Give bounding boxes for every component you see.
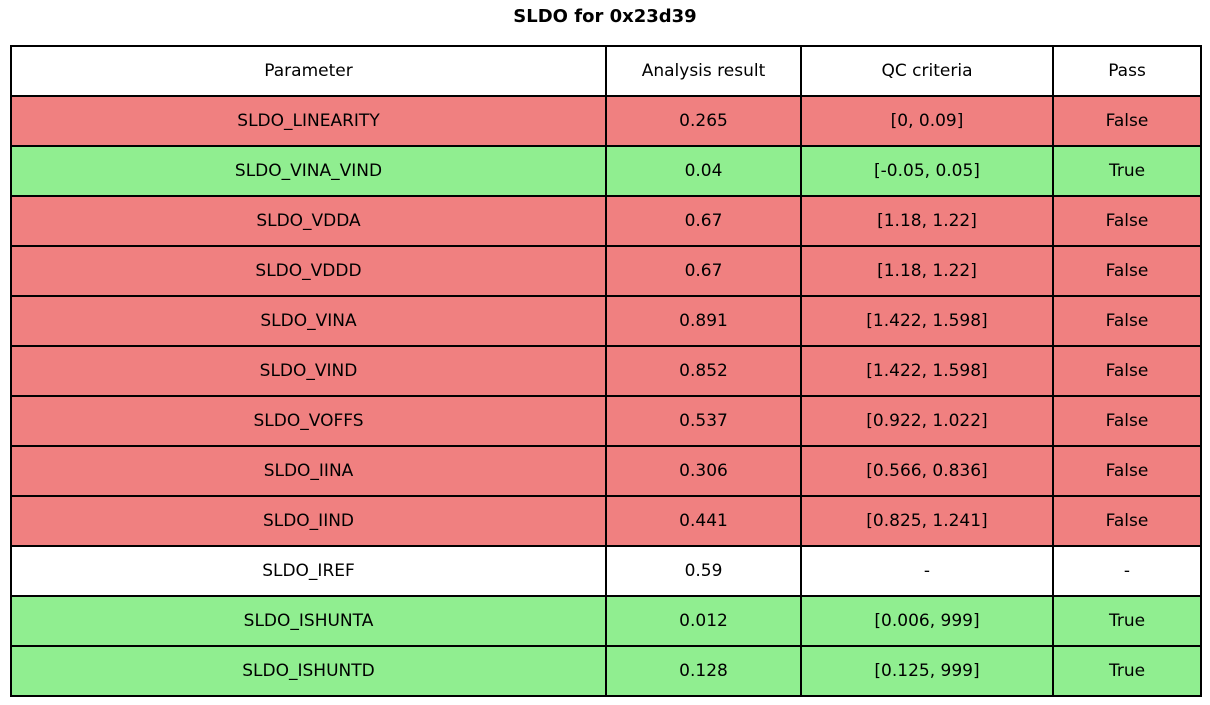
cell-parameter: SLDO_VDDD (10, 245, 607, 297)
cell-parameter: SLDO_VIND (10, 345, 607, 397)
cell-analysis-result: 0.265 (605, 95, 802, 147)
cell-parameter: SLDO_LINEARITY (10, 95, 607, 147)
table-row: SLDO_IINA 0.306 [0.566, 0.836] False (10, 445, 1202, 497)
cell-qc-criteria: [1.18, 1.22] (800, 245, 1054, 297)
cell-pass: False (1052, 245, 1202, 297)
cell-qc-criteria: - (800, 545, 1054, 597)
table-row: SLDO_ISHUNTD 0.128 [0.125, 999] True (10, 645, 1202, 697)
cell-analysis-result: 0.04 (605, 145, 802, 197)
cell-analysis-result: 0.67 (605, 245, 802, 297)
cell-qc-criteria: [1.422, 1.598] (800, 345, 1054, 397)
cell-qc-criteria: [-0.05, 0.05] (800, 145, 1054, 197)
cell-analysis-result: 0.67 (605, 195, 802, 247)
cell-pass: False (1052, 345, 1202, 397)
table-row: SLDO_ISHUNTA 0.012 [0.006, 999] True (10, 595, 1202, 647)
cell-qc-criteria: [1.18, 1.22] (800, 195, 1054, 247)
qc-results-table: Parameter Analysis result QC criteria Pa… (10, 45, 1202, 697)
cell-analysis-result: 0.59 (605, 545, 802, 597)
cell-parameter: SLDO_IIND (10, 495, 607, 547)
cell-pass: True (1052, 145, 1202, 197)
table-row: SLDO_VDDD 0.67 [1.18, 1.22] False (10, 245, 1202, 297)
table-row: SLDO_VIND 0.852 [1.422, 1.598] False (10, 345, 1202, 397)
cell-parameter: SLDO_VDDA (10, 195, 607, 247)
cell-analysis-result: 0.891 (605, 295, 802, 347)
header-row: Parameter Analysis result QC criteria Pa… (10, 45, 1202, 97)
cell-qc-criteria: [0.125, 999] (800, 645, 1054, 697)
header-qc-criteria: QC criteria (800, 45, 1054, 97)
cell-pass: False (1052, 395, 1202, 447)
cell-analysis-result: 0.537 (605, 395, 802, 447)
cell-pass: False (1052, 95, 1202, 147)
page-title: SLDO for 0x23d39 (513, 6, 697, 27)
cell-pass: False (1052, 495, 1202, 547)
cell-qc-criteria: [0.006, 999] (800, 595, 1054, 647)
table-body: SLDO_LINEARITY 0.265 [0, 0.09] False SLD… (10, 95, 1202, 697)
cell-analysis-result: 0.852 (605, 345, 802, 397)
header-analysis-result: Analysis result (605, 45, 802, 97)
cell-parameter: SLDO_VINA_VIND (10, 145, 607, 197)
table-row: SLDO_VOFFS 0.537 [0.922, 1.022] False (10, 395, 1202, 447)
table-row: SLDO_VDDA 0.67 [1.18, 1.22] False (10, 195, 1202, 247)
cell-parameter: SLDO_IREF (10, 545, 607, 597)
cell-analysis-result: 0.128 (605, 645, 802, 697)
cell-analysis-result: 0.306 (605, 445, 802, 497)
cell-qc-criteria: [1.422, 1.598] (800, 295, 1054, 347)
cell-pass: False (1052, 445, 1202, 497)
table-row: SLDO_VINA_VIND 0.04 [-0.05, 0.05] True (10, 145, 1202, 197)
table-row: SLDO_LINEARITY 0.265 [0, 0.09] False (10, 95, 1202, 147)
cell-analysis-result: 0.012 (605, 595, 802, 647)
cell-pass: False (1052, 195, 1202, 247)
cell-qc-criteria: [0.825, 1.241] (800, 495, 1054, 547)
cell-qc-criteria: [0, 0.09] (800, 95, 1054, 147)
cell-qc-criteria: [0.566, 0.836] (800, 445, 1054, 497)
cell-pass: False (1052, 295, 1202, 347)
cell-parameter: SLDO_ISHUNTD (10, 645, 607, 697)
cell-parameter: SLDO_ISHUNTA (10, 595, 607, 647)
header-pass: Pass (1052, 45, 1202, 97)
cell-pass: True (1052, 645, 1202, 697)
table-row: SLDO_IREF 0.59 - - (10, 545, 1202, 597)
table-header: Parameter Analysis result QC criteria Pa… (10, 45, 1202, 97)
cell-qc-criteria: [0.922, 1.022] (800, 395, 1054, 447)
header-parameter: Parameter (10, 45, 607, 97)
table-row: SLDO_IIND 0.441 [0.825, 1.241] False (10, 495, 1202, 547)
cell-parameter: SLDO_IINA (10, 445, 607, 497)
table-row: SLDO_VINA 0.891 [1.422, 1.598] False (10, 295, 1202, 347)
cell-parameter: SLDO_VOFFS (10, 395, 607, 447)
cell-pass: - (1052, 545, 1202, 597)
cell-pass: True (1052, 595, 1202, 647)
cell-parameter: SLDO_VINA (10, 295, 607, 347)
cell-analysis-result: 0.441 (605, 495, 802, 547)
